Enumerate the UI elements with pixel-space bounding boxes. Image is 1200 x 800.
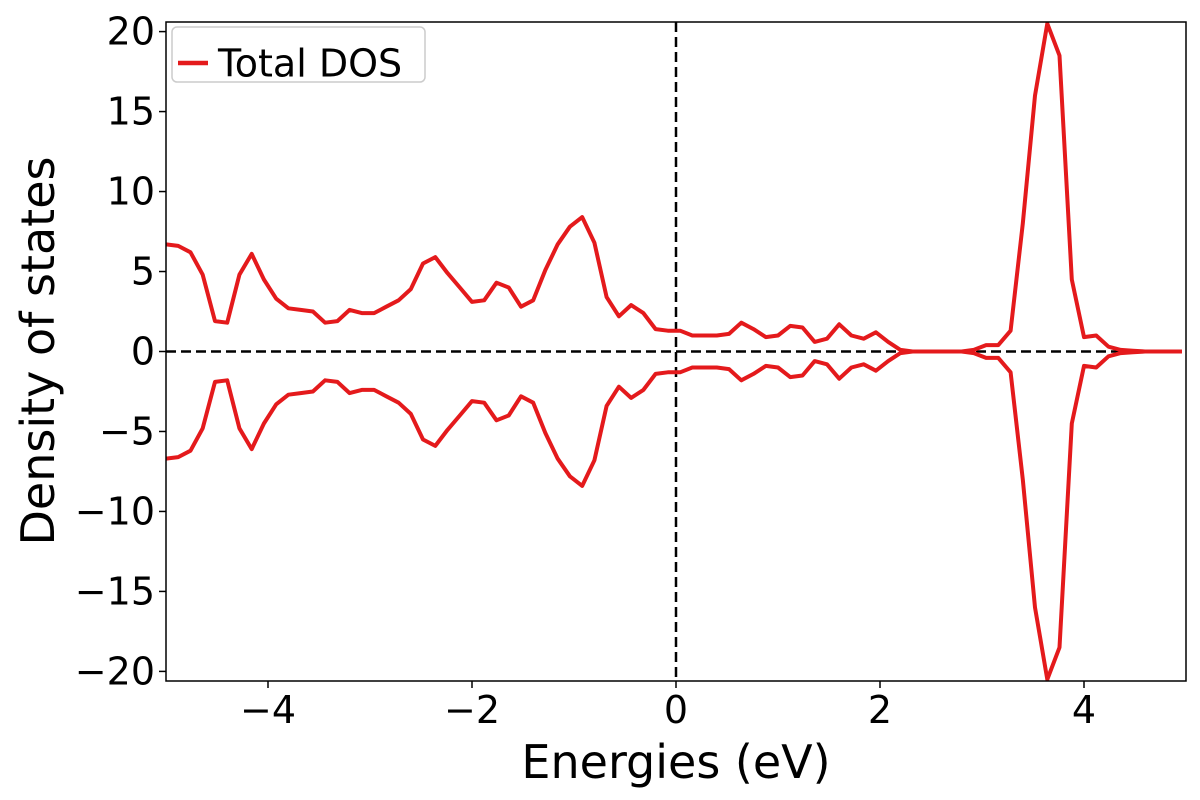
y-axis-label: Density of states — [11, 157, 65, 546]
series-line-spin-up — [166, 22, 1182, 354]
x-axis-label: Energies (eV) — [521, 735, 830, 789]
y-tick-label: −20 — [75, 649, 155, 693]
legend-frame — [171, 26, 426, 83]
y-tick-label: 15 — [107, 90, 155, 134]
x-tick-label: 2 — [868, 688, 892, 732]
series-line-spin-down — [166, 349, 1182, 681]
x-tick-label: 0 — [664, 688, 688, 732]
y-tick-label: 5 — [131, 250, 155, 294]
y-tick-label: −5 — [99, 409, 155, 453]
y-tick-label: 0 — [131, 330, 155, 374]
plot-marks — [166, 22, 1186, 681]
x-tick-label: −2 — [444, 688, 500, 732]
x-tick-label: 4 — [1072, 688, 1096, 732]
y-tick-label: 20 — [107, 10, 155, 54]
legend-label-total-dos: Total DOS — [217, 42, 402, 86]
y-tick-label: −10 — [75, 489, 155, 533]
legend: Total DOS — [171, 26, 426, 86]
y-tick-label: 10 — [107, 170, 155, 214]
x-tick-label: −4 — [240, 688, 296, 732]
y-tick-label: −15 — [75, 569, 155, 613]
